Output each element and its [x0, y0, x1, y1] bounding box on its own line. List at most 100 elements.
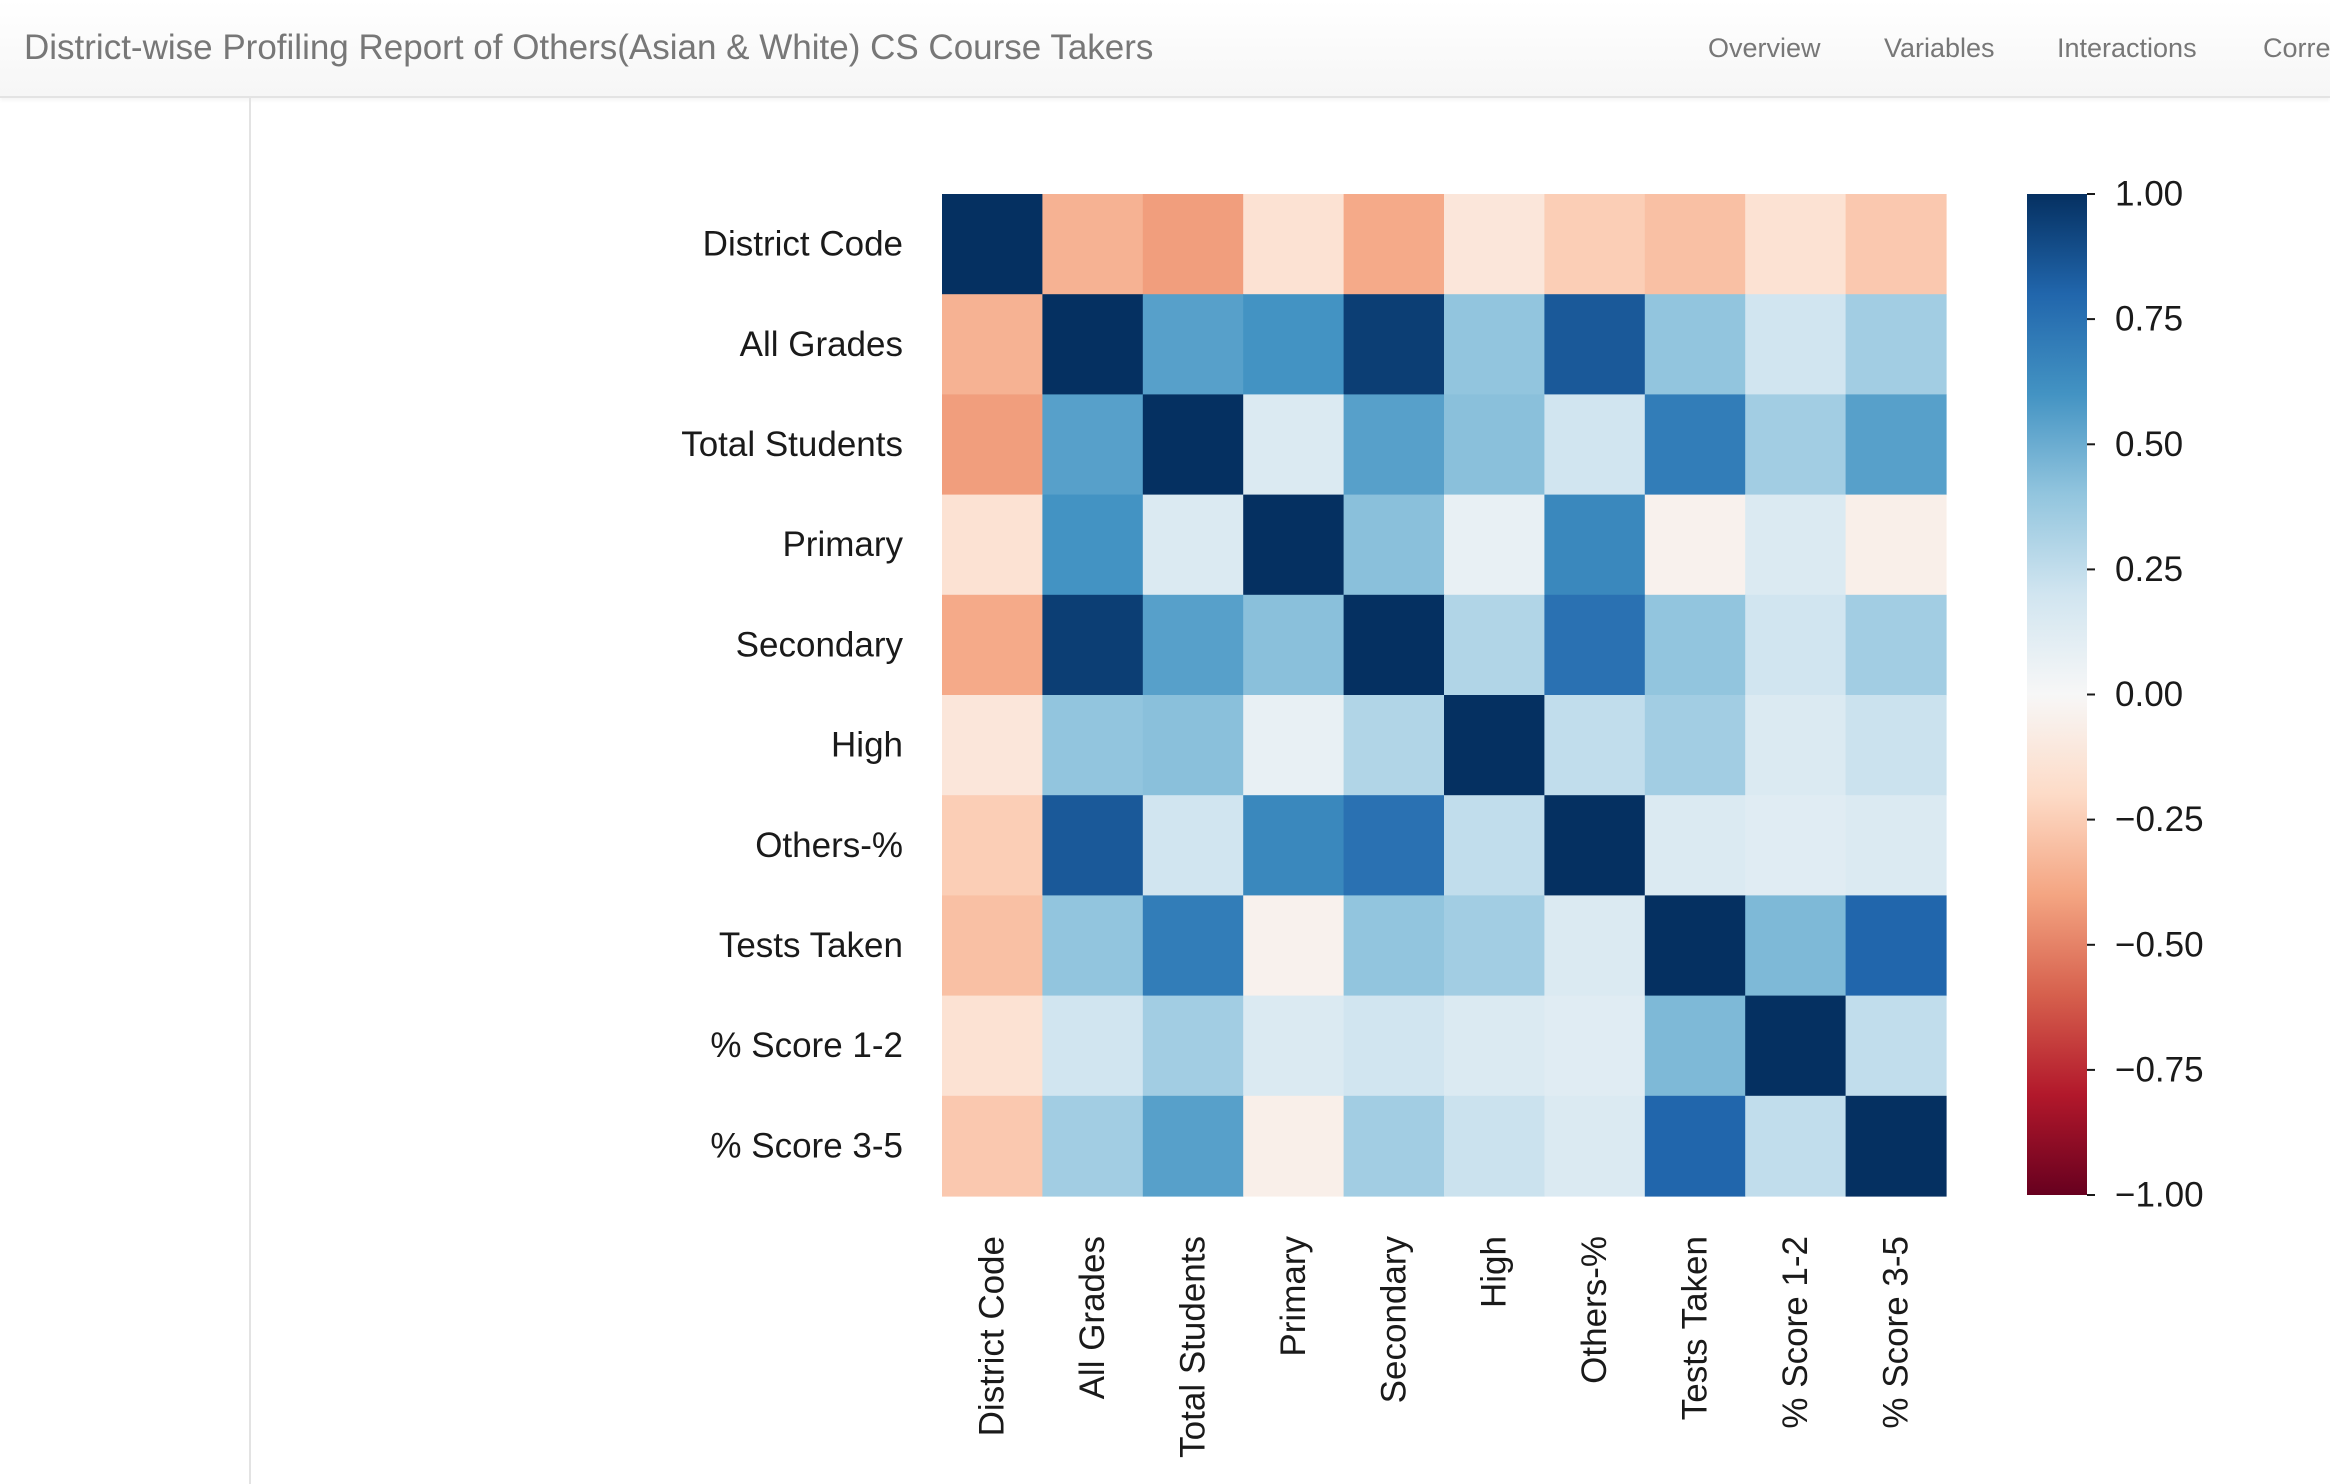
heatmap-cell-tests-taken-x-high — [1444, 895, 1545, 997]
heatmap-cell-score-1-2-x-secondary — [1343, 995, 1445, 1097]
heatmap-cell-score-3-5-x-all-grades — [1042, 1095, 1144, 1197]
heatmap-cell-district-code-x-district-code — [942, 194, 1043, 295]
colorbar-tick-label: −1.00 — [2115, 1176, 2204, 1215]
nav-variables[interactable]: Variables — [1884, 33, 1995, 63]
heatmap-cell-all-grades-x-score-1-2 — [1745, 294, 1847, 395]
heatmap-cell-others-x-others — [1544, 795, 1646, 896]
colorbar-tick-label: 0.50 — [2115, 425, 2183, 464]
heatmap-cell-tests-taken-x-tests-taken — [1644, 895, 1746, 997]
heatmap-cell-high-x-score-3-5 — [1845, 695, 1947, 796]
heatmap-cell-score-1-2-x-others — [1544, 995, 1646, 1097]
heatmap-cell-score-3-5-x-secondary — [1343, 1095, 1445, 1197]
heatmap-cell-score-1-2-x-all-grades — [1042, 995, 1144, 1097]
heatmap-cell-total-students-x-primary — [1243, 394, 1345, 496]
heatmap-cell-others-x-score-1-2 — [1745, 795, 1847, 896]
heatmap-cell-all-grades-x-primary — [1243, 294, 1345, 395]
report-title-link[interactable]: District-wise Profiling Report of Others… — [24, 28, 1154, 67]
colorbar-tick-label: −0.75 — [2115, 1050, 2204, 1089]
x-label-secondary: Secondary — [1374, 1236, 1413, 1404]
x-axis-labels: District Code All Grades Total Students Pri… — [973, 1236, 1916, 1458]
heatmap-cell-others-x-score-3-5 — [1845, 795, 1947, 896]
heatmap-cell-district-code-x-primary — [1243, 194, 1345, 295]
nav-overview[interactable]: Overview — [1708, 33, 1821, 63]
heatmap-cell-secondary-x-primary — [1243, 594, 1345, 696]
heatmap-cell-all-grades-x-all-grades — [1042, 294, 1144, 395]
x-label-primary: Primary — [1274, 1236, 1313, 1357]
heatmap-cell-secondary-x-score-1-2 — [1745, 594, 1847, 696]
heatmap-cell-score-3-5-x-total-students — [1142, 1095, 1244, 1197]
heatmap-cell-district-code-x-high — [1444, 194, 1545, 295]
heatmap-cell-total-students-x-high — [1444, 394, 1545, 496]
heatmap-cell-high-x-primary — [1243, 695, 1345, 796]
x-label-district-code: District Code — [973, 1236, 1012, 1436]
y-label-high: High — [831, 726, 903, 765]
heatmap-cell-high-x-score-1-2 — [1745, 695, 1847, 796]
heatmap-cell-high-x-others — [1544, 695, 1646, 796]
heatmap-cell-others-x-total-students — [1142, 795, 1244, 896]
heatmap-cell-high-x-district-code — [942, 695, 1043, 796]
heatmap-cell-score-3-5-x-others — [1544, 1095, 1646, 1197]
heatmap-cell-others-x-high — [1444, 795, 1545, 896]
heatmap-cell-total-students-x-tests-taken — [1644, 394, 1746, 496]
heatmap-cell-score-1-2-x-score-1-2 — [1745, 995, 1847, 1097]
heatmap-cell-district-code-x-secondary — [1343, 194, 1445, 295]
heatmap-cell-tests-taken-x-total-students — [1142, 895, 1244, 997]
y-label-score-1-2: % Score 1-2 — [710, 1026, 903, 1065]
heatmap-cell-high-x-tests-taken — [1644, 695, 1746, 796]
heatmap-cell-tests-taken-x-all-grades — [1042, 895, 1144, 997]
heatmap-cell-total-students-x-district-code — [942, 394, 1043, 496]
x-label-others: Others-% — [1575, 1236, 1614, 1384]
y-label-others: Others-% — [755, 826, 903, 865]
x-label-all-grades: All Grades — [1073, 1236, 1112, 1399]
navbar: District-wise Profiling Report of Others… — [0, 0, 2330, 98]
heatmap-cell-primary-x-secondary — [1343, 494, 1445, 596]
heatmap-cell-all-grades-x-score-3-5 — [1845, 294, 1947, 395]
heatmap-cell-secondary-x-all-grades — [1042, 594, 1144, 696]
heatmap-cell-all-grades-x-tests-taken — [1644, 294, 1746, 395]
heatmap-cell-score-1-2-x-total-students — [1142, 995, 1244, 1097]
heatmap-cell-tests-taken-x-score-1-2 — [1745, 895, 1847, 997]
heatmap-cell-total-students-x-others — [1544, 394, 1646, 496]
x-label-tests-taken: Tests Taken — [1676, 1236, 1715, 1420]
heatmap-cell-others-x-secondary — [1343, 795, 1445, 896]
colorbar-tick-label: −0.50 — [2115, 925, 2204, 964]
x-label-score-1-2: % Score 1-2 — [1776, 1236, 1815, 1429]
heatmap-cell-district-code-x-score-1-2 — [1745, 194, 1847, 295]
heatmap-cell-high-x-all-grades — [1042, 695, 1144, 796]
nav-interactions[interactable]: Interactions — [2057, 33, 2197, 63]
y-label-secondary: Secondary — [736, 625, 904, 664]
nav-correlations[interactable]: Correlations — [2263, 33, 2330, 63]
heatmap-cell-primary-x-high — [1444, 494, 1545, 596]
y-label-primary: Primary — [782, 525, 903, 564]
y-label-score-3-5: % Score 3-5 — [710, 1126, 903, 1165]
y-label-total-students: Total Students — [681, 425, 903, 464]
heatmap-cell-primary-x-score-1-2 — [1745, 494, 1847, 596]
colorbar — [2027, 194, 2087, 1195]
heatmap-cell-score-3-5-x-district-code — [942, 1095, 1043, 1197]
heatmap-cell-primary-x-all-grades — [1042, 494, 1144, 596]
heatmap-cell-tests-taken-x-secondary — [1343, 895, 1445, 997]
heatmap-cell-all-grades-x-district-code — [942, 294, 1043, 395]
heatmap-cell-district-code-x-total-students — [1142, 194, 1244, 295]
heatmap-cell-primary-x-primary — [1243, 494, 1345, 596]
heatmap-cell-all-grades-x-secondary — [1343, 294, 1445, 395]
heatmap-cell-district-code-x-all-grades — [1042, 194, 1144, 295]
y-axis-labels: District Code All Grades Total Students Pri… — [681, 225, 903, 1166]
colorbar-tick-label: 1.00 — [2115, 175, 2183, 214]
heatmap-cell-primary-x-others — [1544, 494, 1646, 596]
heatmap-cell-secondary-x-district-code — [942, 594, 1043, 696]
heatmap-cell-district-code-x-score-3-5 — [1845, 194, 1947, 295]
heatmap-cell-score-1-2-x-district-code — [942, 995, 1043, 1097]
heatmap-cell-score-3-5-x-primary — [1243, 1095, 1345, 1197]
heatmap-cell-primary-x-total-students — [1142, 494, 1244, 596]
heatmap-cell-district-code-x-tests-taken — [1644, 194, 1746, 295]
heatmap-cells — [942, 194, 1947, 1197]
x-label-score-3-5: % Score 3-5 — [1876, 1236, 1915, 1429]
y-label-all-grades: All Grades — [740, 325, 903, 364]
heatmap-cell-secondary-x-tests-taken — [1644, 594, 1746, 696]
sidebar-divider — [249, 98, 251, 1484]
heatmap-cell-total-students-x-all-grades — [1042, 394, 1144, 496]
heatmap-cell-score-3-5-x-high — [1444, 1095, 1545, 1197]
heatmap-cell-high-x-secondary — [1343, 695, 1445, 796]
